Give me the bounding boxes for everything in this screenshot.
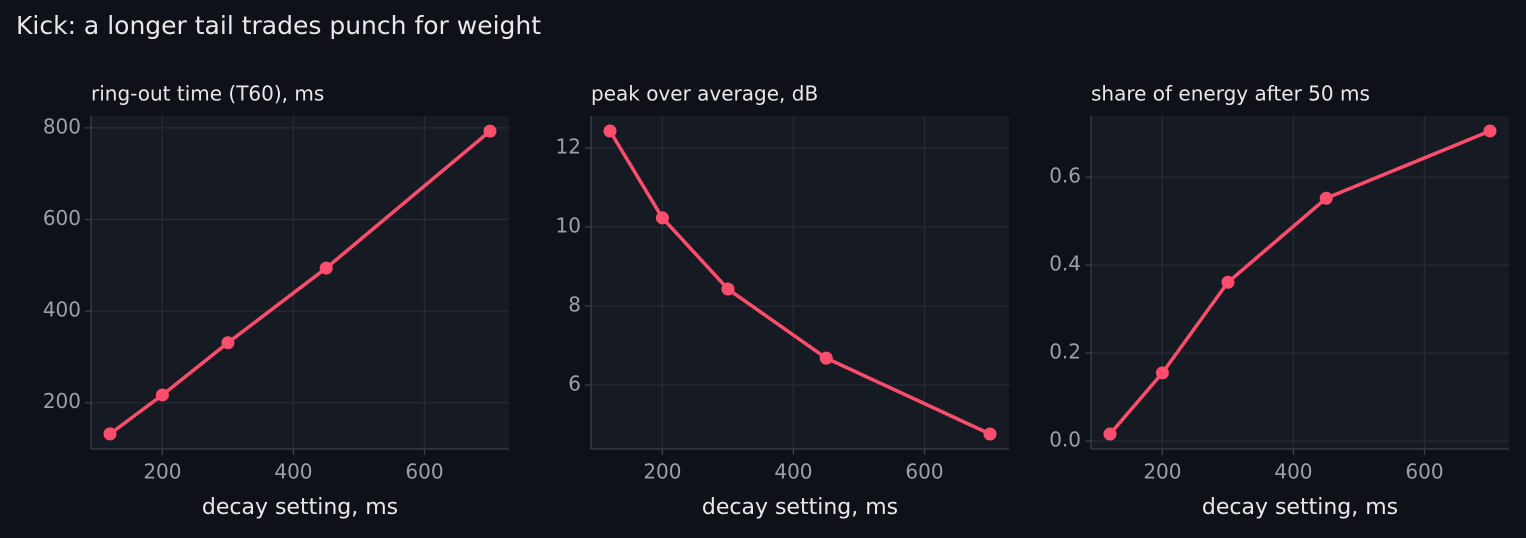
x-tick-label: 600 [905, 460, 943, 484]
point [983, 427, 997, 441]
point [1319, 191, 1333, 205]
y-tick-label: 12 [556, 134, 581, 158]
point [1155, 366, 1169, 380]
point [1103, 427, 1117, 441]
chart-title: peak over average, dB [591, 82, 818, 106]
chart-title: ring-out time (T60), ms [91, 82, 324, 106]
chart-title: share of energy after 50 ms [1091, 82, 1370, 106]
point [221, 336, 235, 350]
x-tick-label: 200 [1143, 460, 1181, 484]
x-axis-label: decay setting, ms [202, 495, 398, 520]
x-tick-label: 600 [1405, 460, 1443, 484]
point [319, 261, 333, 275]
y-tick-label: 0.0 [1049, 428, 1081, 452]
point [483, 124, 497, 138]
y-tick-label: 400 [43, 298, 81, 322]
y-tick-label: 600 [43, 206, 81, 230]
point [1483, 124, 1497, 138]
x-tick-label: 200 [643, 460, 681, 484]
y-tick-label: 6 [568, 372, 581, 396]
y-tick-label: 0.4 [1049, 252, 1081, 276]
point [1221, 275, 1235, 289]
x-tick-label: 600 [405, 460, 443, 484]
x-tick-label: 400 [274, 460, 312, 484]
y-tick-label: 10 [556, 214, 581, 238]
x-tick-label: 400 [774, 460, 812, 484]
y-tick-label: 800 [43, 114, 81, 138]
point [721, 282, 735, 296]
point [155, 388, 169, 402]
y-tick-label: 8 [568, 293, 581, 317]
plot-area [591, 116, 1009, 449]
point [819, 351, 833, 365]
y-tick-label: 0.6 [1049, 164, 1081, 188]
point [103, 427, 117, 441]
x-axis-label: decay setting, ms [1202, 495, 1398, 520]
plot-area [1091, 116, 1509, 449]
y-tick-label: 0.2 [1049, 340, 1081, 364]
y-tick-label: 200 [43, 389, 81, 413]
point [655, 211, 669, 225]
point [603, 124, 617, 138]
x-tick-label: 200 [143, 460, 181, 484]
x-tick-label: 400 [1274, 460, 1312, 484]
x-axis-label: decay setting, ms [702, 495, 898, 520]
page-title: Kick: a longer tail trades punch for wei… [16, 11, 541, 40]
